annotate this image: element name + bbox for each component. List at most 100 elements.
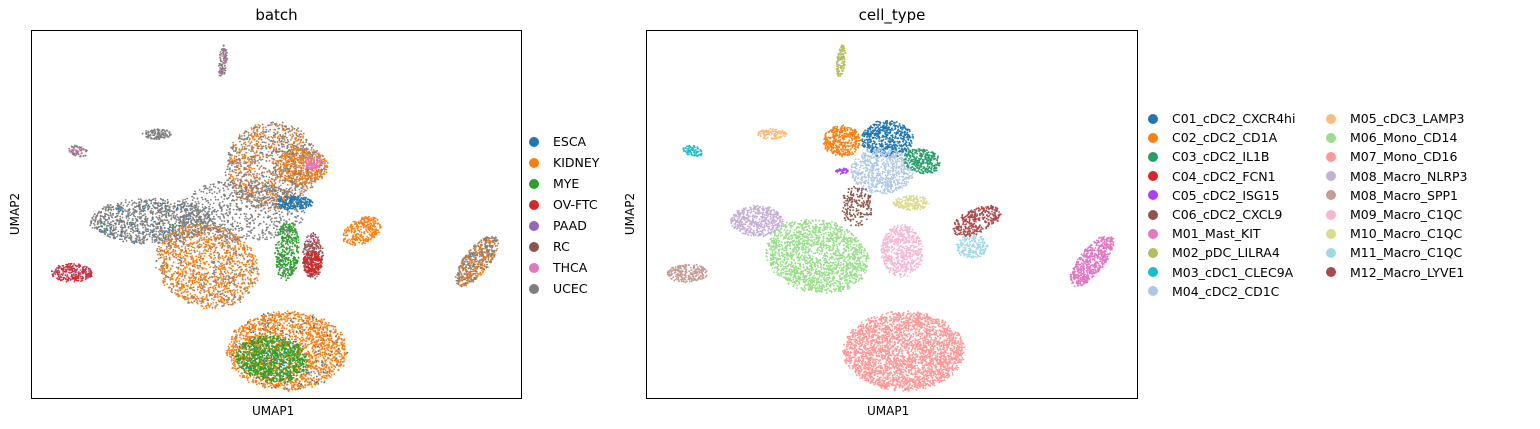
scatter-point [172,207,175,210]
scatter-point [191,257,193,259]
scatter-point [165,248,168,251]
scatter-point [240,149,243,151]
scatter-point [261,186,264,189]
scatter-point [235,174,238,177]
scatter-point [125,229,128,232]
scatter-point [239,286,242,289]
scatter-point [152,130,155,132]
scatter-point [104,208,107,211]
scatter-point [97,226,100,229]
scatter-point [127,215,129,218]
scatter-point [161,249,164,252]
scatter-point [250,249,253,252]
scatter-point [269,219,272,221]
scatter-point [200,274,203,276]
scatter-point [235,147,238,149]
scatter-point [169,225,171,228]
scatter-point [185,262,187,265]
scatter-point [235,187,238,190]
scatter-point [192,289,194,291]
scatter-point [268,159,271,162]
scatter-point [113,237,116,240]
scatter-point [189,268,192,271]
scatter-point [219,51,222,53]
scatter-point [239,161,242,164]
scatter-point [144,224,146,227]
scatter-point [170,217,173,220]
scatter-point [231,222,234,225]
scatter-point [157,131,159,134]
scatter-point [252,131,255,133]
scatter-point [200,245,202,248]
scatter-point [110,228,112,231]
scatter-point [231,148,234,150]
scatter-point [128,201,131,204]
scatter-point [251,135,254,137]
scatter-point [124,201,127,204]
scatter-point [222,285,225,288]
scatter-point [275,217,278,219]
scatter-point [190,273,192,275]
scatter-point [252,237,255,240]
scatter-point [76,152,79,155]
scatter-point [180,261,183,263]
scatter-point [122,204,125,207]
scatter-point [266,199,269,202]
scatter-point [144,220,147,223]
scatter-point [284,125,287,128]
scatter-point [285,187,288,190]
scatter-point [99,222,102,225]
scatter-point [252,129,255,131]
scatter-point [253,173,255,176]
scatter-point [264,233,266,235]
scatter-point [164,280,166,283]
scatter-point [223,266,226,268]
scatter-point [174,292,177,294]
scatter-point [191,281,194,284]
scatter-point [243,132,246,135]
scatter-point [243,155,246,157]
scatter-point [270,206,272,209]
scatter-point [197,230,199,232]
scatter-point [162,222,165,225]
scatter-point [224,272,227,274]
scatter-point [276,154,279,156]
scatter-point [179,272,182,275]
scatter-point [272,204,275,206]
scatter-point [154,241,156,243]
scatter-point [281,121,284,124]
scatter-point [177,200,179,203]
scatter-point [191,195,193,198]
scatter-point [275,189,277,192]
scatter-point [189,279,192,282]
scatter-point [169,252,172,255]
scatter-point [294,224,296,227]
scatter-point [220,299,222,302]
scatter-point [179,219,182,222]
scatter-point [125,236,128,239]
scatter-point [235,208,238,211]
scatter-point [245,171,248,174]
scatter-point [236,238,239,241]
scatter-point [229,153,232,155]
scatter-point [256,147,259,150]
scatter-point [238,272,241,275]
scatter-point [205,296,208,299]
scatter-point [196,197,199,200]
batch-plot-frame [31,30,522,399]
scatter-point [227,246,230,249]
scatter-point [118,223,120,226]
scatter-point [265,153,268,156]
scatter-point [256,143,259,146]
scatter-point [217,256,220,259]
scatter-point [250,200,253,203]
scatter-point [142,231,144,233]
scatter-point [235,149,238,151]
scatter-point [135,211,138,213]
scatter-point [181,230,184,233]
scatter-point [283,138,286,140]
scatter-point [75,149,78,152]
scatter-point [158,234,161,236]
scatter-point [158,132,161,135]
scatter-point [221,292,224,295]
